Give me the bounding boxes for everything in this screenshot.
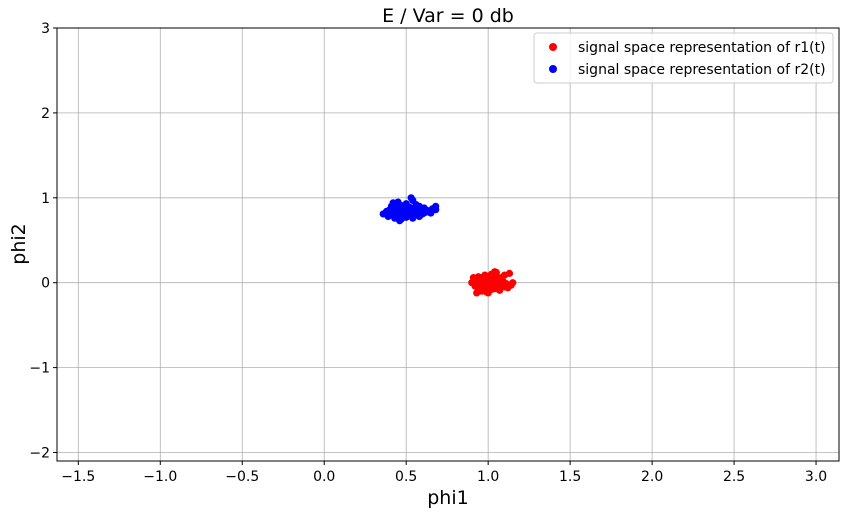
- scatter-point-r1: [473, 289, 481, 297]
- scatter-point-r1: [509, 279, 517, 287]
- x-tick-label: 1.5: [559, 469, 581, 485]
- legend-box: [533, 32, 834, 84]
- legend-label-r2: signal space representation of r2(t): [578, 62, 826, 78]
- legend-label-r1: signal space representation of r1(t): [578, 40, 826, 56]
- x-tick-label: 3.0: [805, 469, 827, 485]
- scatter-point-r1: [491, 268, 499, 276]
- x-tick-label: 2.5: [723, 469, 745, 485]
- legend-marker-r2: [549, 65, 557, 73]
- data-points: [379, 194, 517, 297]
- plot-frame: [56, 27, 840, 462]
- axis-ticks: −1.5 −1.0 −0.5 0.0 0.5 1.0 1.5 2.0 2.5 3.0 −2 −1 0 1 2…: [29, 21, 827, 485]
- scatter-point-r2: [407, 194, 415, 202]
- x-tick-label: 2.0: [641, 469, 663, 485]
- y-tick-label: −2: [29, 446, 50, 462]
- scatter-point-r1: [484, 289, 492, 297]
- legend-marker-r1: [549, 43, 557, 51]
- scatter-point-r1: [505, 269, 514, 277]
- y-tick-label: −1: [29, 361, 50, 377]
- y-axis-title: phi2: [8, 223, 30, 264]
- x-tick-label: 0.0: [313, 469, 335, 485]
- legend: signal space representation of r1(t) sig…: [533, 32, 834, 84]
- x-axis-title: phi1: [427, 487, 468, 509]
- plot-area: [57, 28, 839, 461]
- y-tick-label: 2: [41, 106, 50, 122]
- y-tick-label: 3: [41, 21, 50, 37]
- scatter-point-r2: [396, 217, 404, 225]
- x-tick-label: −1.5: [61, 469, 95, 485]
- y-tick-label: 0: [41, 276, 50, 292]
- x-tick-label: −0.5: [225, 469, 259, 485]
- chart-title: E / Var = 0 db: [382, 5, 514, 27]
- scatter-point-r2: [432, 202, 440, 210]
- y-tick-label: 1: [41, 191, 50, 207]
- x-tick-label: 0.5: [395, 469, 417, 485]
- x-tick-label: 1.0: [477, 469, 499, 485]
- x-tick-label: −1.0: [143, 469, 177, 485]
